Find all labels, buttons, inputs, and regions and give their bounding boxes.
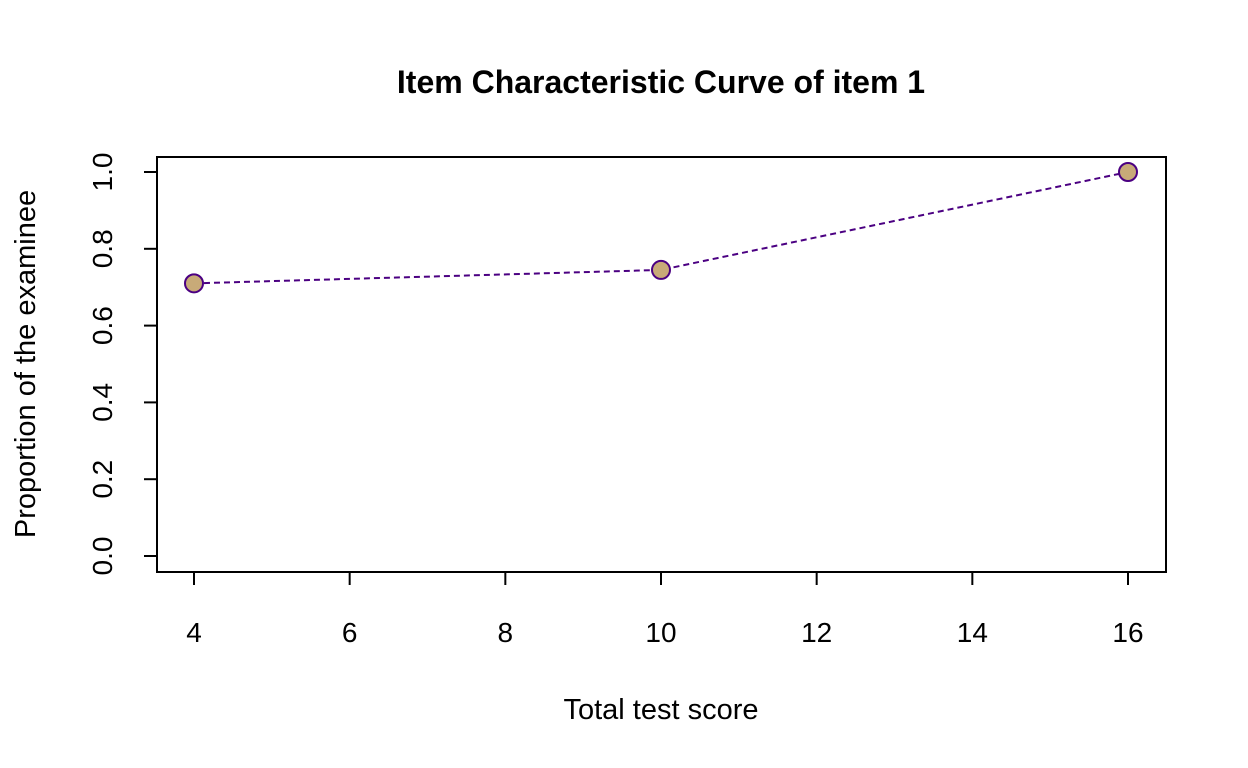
series-group (185, 163, 1137, 292)
data-point (1119, 163, 1137, 181)
x-tick-label: 10 (645, 617, 676, 648)
y-tick-label: 0.6 (87, 306, 118, 345)
chart-title: Item Characteristic Curve of item 1 (397, 64, 925, 100)
x-axis: 4 6 8 10 12 14 16 (186, 572, 1143, 648)
y-axis-label: Proportion of the examinee (10, 190, 42, 538)
data-point (185, 274, 203, 292)
x-tick-label: 6 (342, 617, 358, 648)
y-axis: 0.0 0.2 0.4 0.6 0.8 1.0 (87, 153, 157, 576)
y-tick-label: 0.2 (87, 460, 118, 499)
y-tick-label: 0.0 (87, 537, 118, 576)
data-point (652, 261, 670, 279)
x-axis-label: Total test score (563, 694, 758, 726)
x-tick-label: 16 (1112, 617, 1143, 648)
x-tick-label: 8 (498, 617, 514, 648)
y-tick-label: 0.8 (87, 229, 118, 268)
x-tick-label: 14 (957, 617, 988, 648)
plot-area (157, 157, 1166, 572)
y-tick-label: 0.4 (87, 383, 118, 422)
x-tick-label: 4 (186, 617, 202, 648)
x-tick-label: 12 (801, 617, 832, 648)
y-tick-label: 1.0 (87, 153, 118, 192)
